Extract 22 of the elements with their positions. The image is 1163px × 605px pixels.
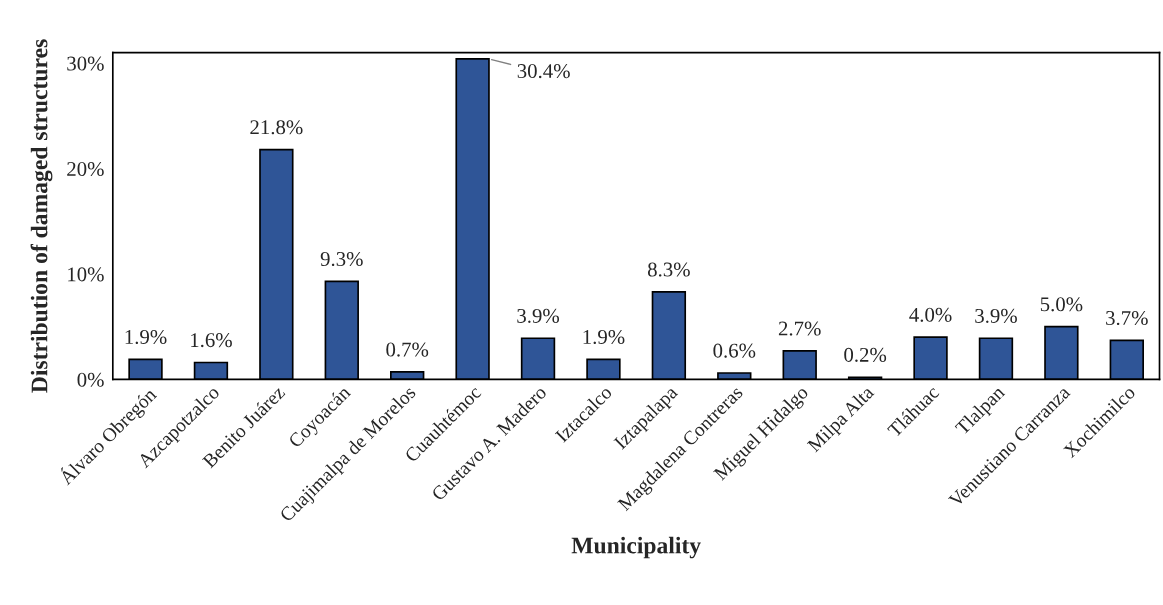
y-tick-label: 0% (77, 372, 104, 387)
y-tick-label: 30% (67, 56, 104, 71)
data-label: 0.2% (844, 347, 887, 362)
data-label: 1.9% (125, 329, 167, 345)
data-label: 5.0% (1040, 297, 1083, 312)
data-label: 0.7% (386, 342, 429, 357)
data-label: 30.4% (517, 64, 570, 79)
data-label: 9.3% (320, 251, 363, 267)
data-label: 8.3% (647, 262, 690, 277)
data-label: 0.6% (713, 343, 756, 358)
x-axis-title: Municipality (571, 536, 701, 559)
data-label: 3.9% (975, 308, 1017, 323)
y-axis-title: Distribution of damaged structures (30, 39, 53, 393)
data-label: 1.6% (191, 333, 232, 348)
data-label: 3.9% (517, 308, 560, 323)
y-tick-label: 20% (67, 161, 104, 177)
data-label: 4.0% (909, 307, 952, 322)
data-label: 3.7% (1106, 310, 1148, 326)
y-tick-label: 10% (68, 267, 104, 282)
data-label: 1.9% (583, 329, 625, 345)
data-label: 2.7% (778, 321, 821, 336)
data-label: 21.8% (250, 120, 303, 135)
